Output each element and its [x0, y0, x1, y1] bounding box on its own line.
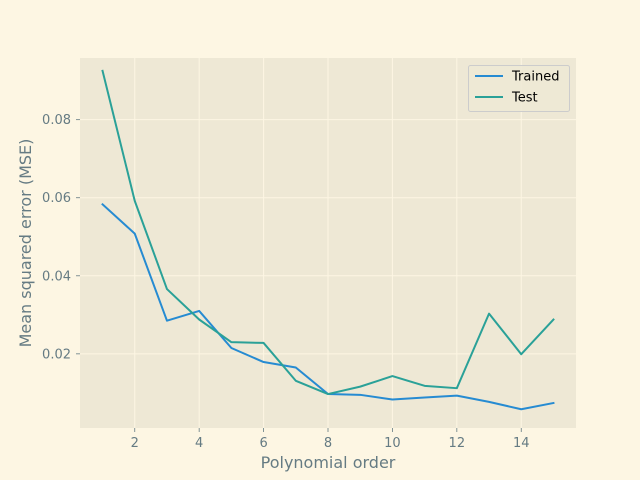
legend-label-trained: Trained [511, 70, 559, 85]
series-lines [101, 69, 555, 411]
x-axis-ticks: 2 4 6 8 10 12 14 [131, 428, 530, 451]
grid-lines [80, 58, 576, 428]
y-axis-ticks: 0.02 0.04 0.06 0.08 [42, 113, 80, 362]
legend: Trained Test [468, 65, 570, 112]
x-tick-label: 14 [513, 436, 530, 451]
y-tick-label: 0.08 [42, 113, 71, 128]
legend-label-test: Test [511, 91, 538, 106]
y-tick-label: 0.06 [42, 191, 71, 206]
x-tick-label: 12 [449, 436, 466, 451]
x-tick-label: 6 [259, 436, 267, 451]
y-tick-label: 0.04 [42, 269, 71, 284]
x-tick-label: 10 [384, 436, 401, 451]
series-line-test [101, 69, 555, 396]
x-tick-label: 8 [324, 436, 332, 451]
y-tick-label: 0.02 [42, 347, 71, 362]
y-axis-label: Mean squared error (MSE) [16, 139, 35, 348]
x-tick-label: 2 [131, 436, 139, 451]
x-axis-label: Polynomial order [261, 453, 396, 472]
x-tick-label: 4 [195, 436, 203, 451]
